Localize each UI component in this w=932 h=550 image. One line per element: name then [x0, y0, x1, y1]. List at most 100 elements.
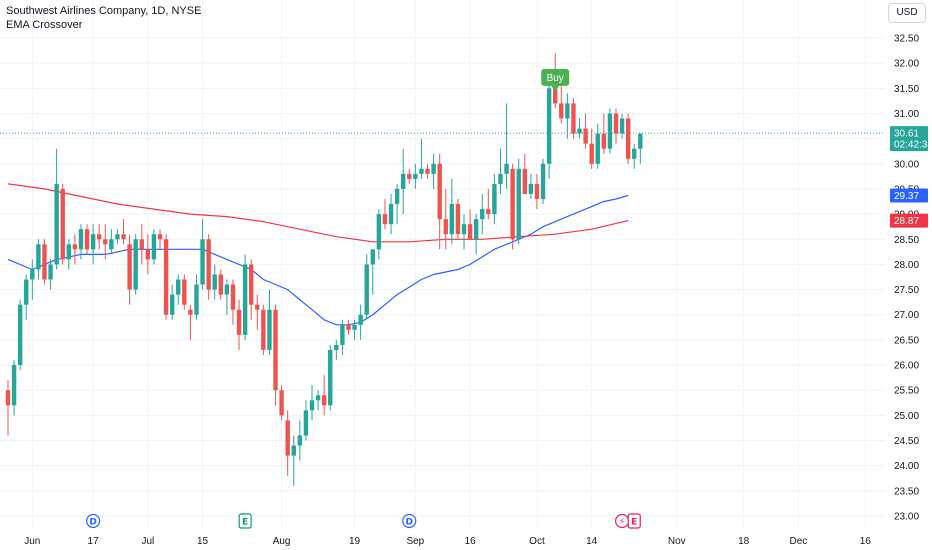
candle-down[interactable]	[182, 274, 187, 310]
candle-down[interactable]	[279, 385, 284, 421]
candle-up[interactable]	[401, 148, 406, 215]
candle-down[interactable]	[72, 234, 78, 265]
candle-up[interactable]	[334, 339, 339, 361]
candle-down[interactable]	[163, 234, 169, 320]
candle-down[interactable]	[467, 209, 473, 240]
candle-down[interactable]	[455, 199, 461, 240]
candle-down[interactable]	[382, 199, 388, 230]
candle-down[interactable]	[437, 153, 442, 250]
candle-down[interactable]	[255, 294, 260, 330]
candle-up[interactable]	[565, 93, 570, 139]
candle-down[interactable]	[589, 128, 594, 169]
candle-up[interactable]	[36, 239, 41, 280]
dividend-event-icon[interactable]: D	[402, 513, 417, 529]
candle-down[interactable]	[601, 113, 607, 154]
candle-up[interactable]	[151, 229, 157, 265]
candle-up[interactable]	[54, 148, 59, 270]
candle-up[interactable]	[48, 259, 53, 290]
candle-up[interactable]	[480, 193, 485, 235]
candle-down[interactable]	[127, 234, 132, 305]
candle-up[interactable]	[577, 118, 582, 139]
candle-down[interactable]	[139, 224, 144, 265]
candle-up[interactable]	[109, 229, 114, 255]
candle-up[interactable]	[498, 148, 503, 194]
candle-up[interactable]	[267, 289, 272, 355]
candle-up[interactable]	[394, 183, 400, 225]
candle-down[interactable]	[425, 163, 430, 179]
candle-up[interactable]	[90, 224, 96, 265]
candle-up[interactable]	[528, 173, 534, 200]
candle-up[interactable]	[212, 264, 217, 300]
earnings-event-icon[interactable]: E	[627, 513, 641, 529]
candle-down[interactable]	[613, 108, 619, 144]
candle-up[interactable]	[540, 158, 546, 205]
candle-down[interactable]	[5, 380, 11, 436]
candle-up[interactable]	[516, 158, 521, 245]
candle-down[interactable]	[206, 234, 211, 300]
candle-up[interactable]	[66, 239, 71, 270]
candle-up[interactable]	[291, 435, 296, 486]
candle-down[interactable]	[407, 168, 412, 184]
candle-up[interactable]	[492, 173, 497, 225]
candle-up[interactable]	[632, 143, 637, 169]
candle-up[interactable]	[11, 360, 17, 416]
split-flash-event-icon[interactable]: ⚡	[614, 513, 630, 529]
candle-up[interactable]	[419, 138, 424, 179]
candle-down[interactable]	[84, 224, 90, 255]
candle-up[interactable]	[303, 400, 309, 441]
candle-down[interactable]	[261, 304, 266, 355]
candle-down[interactable]	[103, 224, 108, 260]
candle-down[interactable]	[218, 269, 223, 300]
candle-up[interactable]	[30, 259, 35, 300]
candle-up[interactable]	[413, 163, 418, 189]
candle-down[interactable]	[230, 279, 236, 325]
candle-up[interactable]	[370, 249, 375, 295]
candle-up[interactable]	[619, 113, 625, 139]
candle-down[interactable]	[522, 153, 527, 194]
dividend-event-icon[interactable]: D	[86, 513, 101, 529]
candle-up[interactable]	[504, 103, 509, 189]
earnings-event-icon[interactable]: E	[238, 513, 252, 529]
candle-up[interactable]	[328, 344, 333, 411]
candle-up[interactable]	[607, 108, 613, 154]
candle-up[interactable]	[309, 385, 315, 421]
candle-up[interactable]	[194, 274, 199, 320]
candle-down[interactable]	[571, 98, 576, 139]
candle-down[interactable]	[486, 188, 491, 220]
candle-up[interactable]	[242, 254, 248, 340]
candle-up[interactable]	[176, 274, 181, 305]
candle-up[interactable]	[595, 123, 600, 169]
candle-up[interactable]	[169, 284, 175, 320]
candle-up[interactable]	[224, 279, 230, 315]
candle-up[interactable]	[546, 83, 552, 179]
candle-up[interactable]	[200, 219, 205, 290]
candle-down[interactable]	[157, 229, 163, 250]
candle-down[interactable]	[42, 239, 47, 285]
candle-up[interactable]	[638, 133, 643, 164]
candle-down[interactable]	[583, 113, 588, 149]
candle-down[interactable]	[249, 259, 254, 320]
candle-down[interactable]	[121, 219, 126, 245]
candle-up[interactable]	[315, 390, 321, 411]
candle-down[interactable]	[510, 163, 515, 250]
currency-button[interactable]: USD	[888, 3, 926, 23]
candle-down[interactable]	[443, 188, 448, 250]
candle-up[interactable]	[352, 319, 357, 340]
candle-up[interactable]	[340, 319, 345, 355]
candle-down[interactable]	[273, 304, 278, 406]
candle-up[interactable]	[17, 299, 23, 371]
candle-up[interactable]	[358, 304, 363, 340]
candle-down[interactable]	[346, 319, 351, 335]
candle-up[interactable]	[24, 274, 29, 320]
candle-down[interactable]	[285, 410, 290, 476]
candle-up[interactable]	[78, 224, 84, 260]
candle-up[interactable]	[115, 229, 120, 245]
candle-up[interactable]	[461, 214, 467, 250]
candle-down[interactable]	[236, 299, 242, 350]
candle-down[interactable]	[321, 375, 327, 416]
candle-down[interactable]	[534, 173, 540, 210]
candle-up[interactable]	[376, 209, 382, 260]
candle-up[interactable]	[364, 254, 369, 320]
candle-up[interactable]	[297, 420, 303, 461]
